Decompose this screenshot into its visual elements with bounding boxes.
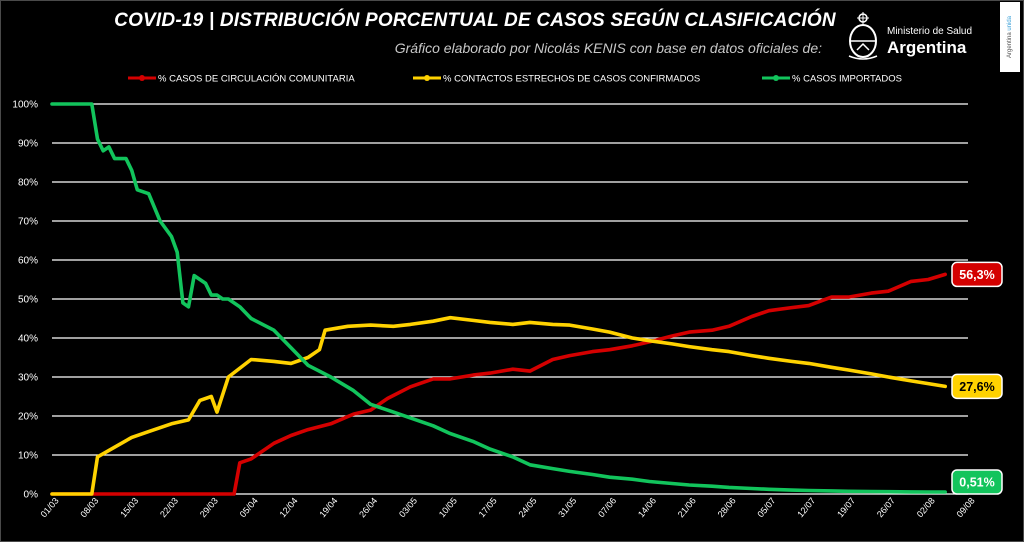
y-tick-label: 50% [18, 295, 38, 306]
y-tick-label: 90% [18, 139, 38, 150]
ministerio-logo: Ministerio de Salud Argentina [845, 12, 995, 64]
x-tick-label: 12/04 [278, 496, 300, 520]
legend-marker [139, 75, 145, 81]
series-line-3 [50, 102, 948, 494]
chart-series [50, 102, 948, 496]
legend-label: % CASOS DE CIRCULACIÓN COMUNITARIA [158, 74, 355, 85]
y-tick-label: 40% [18, 334, 38, 345]
legend-label: % CONTACTOS ESTRECHOS DE CASOS CONFIRMAD… [443, 74, 700, 85]
y-tick-label: 30% [18, 373, 38, 384]
end-label-value: 56,3% [959, 268, 994, 282]
x-tick-label: 12/07 [795, 496, 817, 520]
chart-title: COVID-19 | DISTRIBUCIÓN PORCENTUAL DE CA… [114, 10, 836, 31]
end-label-box [951, 373, 1003, 400]
legend-marker [424, 75, 430, 81]
x-tick-label: 19/04 [317, 496, 339, 520]
legend-label: % CASOS IMPORTADOS [792, 74, 902, 85]
x-tick-label: 17/05 [477, 496, 499, 520]
y-tick-label: 70% [18, 217, 38, 228]
series-line-1 [50, 272, 948, 496]
argentina-seal-icon [848, 12, 878, 60]
x-tick-label: 02/08 [915, 496, 937, 520]
chart-subtitle: Gráfico elaborado por Nicolás KENIS con … [394, 40, 822, 56]
x-tick-label: 28/06 [716, 496, 738, 520]
end-label-value: 0,51% [959, 476, 994, 490]
x-tick-label: 10/05 [437, 496, 459, 520]
x-tick-label: 29/03 [198, 496, 220, 520]
y-tick-label: 10% [18, 451, 38, 462]
y-axis-ticks: 0% 10% 20% 30% 40% 50% 60% 70% 80% 90% 100% [12, 100, 38, 501]
y-tick-label: 20% [18, 412, 38, 423]
end-label-value: 27,6% [959, 380, 994, 394]
x-tick-label: 26/04 [357, 496, 379, 520]
x-axis-ticks: 01/03 08/03 15/03 22/03 29/03 05/04 12/04 19/04… [39, 496, 977, 520]
x-tick-label: 03/05 [397, 496, 419, 520]
x-tick-label: 05/04 [238, 496, 260, 520]
y-tick-label: 0% [24, 490, 39, 501]
logo-ministerio-text: Ministerio de Salud [887, 26, 973, 37]
x-tick-label: 01/03 [39, 496, 61, 520]
y-tick-label: 60% [18, 256, 38, 267]
x-tick-label: 15/03 [118, 496, 140, 520]
x-tick-label: 09/08 [955, 496, 977, 520]
x-tick-label: 21/06 [676, 496, 698, 520]
x-tick-label: 05/07 [755, 496, 777, 520]
logo-argentina-text: Argentina [887, 38, 967, 57]
x-tick-label: 26/07 [875, 496, 897, 520]
legend-marker [773, 75, 779, 81]
x-tick-label: 07/06 [596, 496, 618, 520]
series-line-2 [50, 315, 948, 496]
end-value-labels: 56,3% 27,6% 0,51% [951, 261, 1003, 495]
chart-grid [52, 103, 968, 495]
y-tick-label: 80% [18, 178, 38, 189]
x-tick-label: 14/06 [636, 496, 658, 520]
y-tick-label: 100% [12, 100, 38, 111]
x-tick-label: 19/07 [835, 496, 857, 520]
end-label-box [951, 469, 1003, 495]
x-tick-label: 31/05 [556, 496, 578, 520]
x-tick-label: 22/03 [158, 496, 180, 520]
x-tick-label: 24/05 [516, 496, 538, 520]
argentina-unida-tag: Argentina unida [1000, 2, 1020, 72]
chart-legend: % CASOS DE CIRCULACIÓN COMUNITARIA % CONT… [128, 74, 902, 85]
x-tick-label: 08/03 [78, 496, 100, 520]
end-label-box [951, 261, 1003, 288]
